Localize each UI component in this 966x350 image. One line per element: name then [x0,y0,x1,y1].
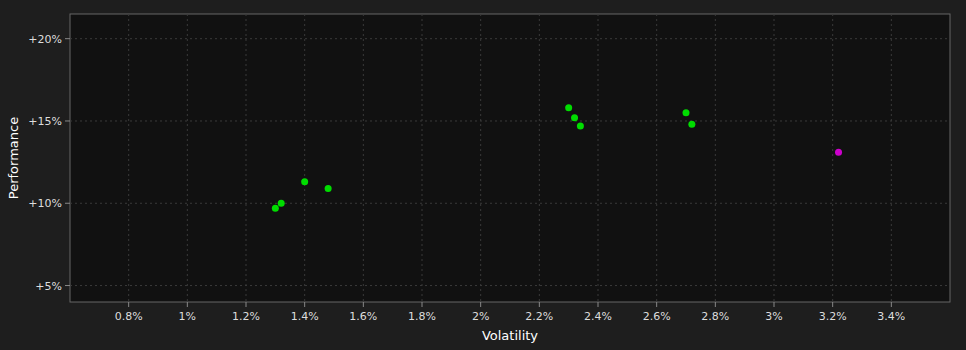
y-tick [65,38,70,39]
x-grid-line [891,14,892,302]
y-grid-line [70,120,950,121]
x-tick [774,302,775,307]
chart: 0.8% 1% 1.2% 1.4% 1.6% 1.8% 2% 2.2% 2.4% 2.6% 2.8%… [0,0,966,350]
x-tick-label: 3% [765,310,782,323]
x-tick-label: 1% [179,310,196,323]
x-tick [539,302,540,307]
background [0,0,966,350]
x-tick-label: 2% [472,310,489,323]
scatter-point [278,200,285,207]
x-grid-line [832,14,833,302]
y-tick-label: +15% [28,115,62,128]
x-tick [187,302,188,307]
x-tick [304,302,305,307]
x-tick [128,302,129,307]
y-grid-line [70,38,950,39]
x-tick-label: 2.4% [584,310,612,323]
x-tick [598,302,599,307]
plot-frame [70,14,950,302]
points [272,104,842,211]
scatter-point [577,122,584,129]
scatter-point [571,114,578,121]
x-grid-line [363,14,364,302]
y-axis-label: Performance [6,117,21,199]
x-axis-label: Volatility [482,328,538,343]
y-tick-label: +10% [28,197,62,210]
x-tick-label: 1.4% [291,310,319,323]
y-grid-line [70,285,950,286]
x-grid-line [304,14,305,302]
x-grid-line [480,14,481,302]
x-tick-label: 0.8% [115,310,143,323]
scatter-point [325,185,332,192]
y-tick [65,285,70,286]
x-tick-label: 2.8% [701,310,729,323]
x-tick-label: 3.2% [819,310,847,323]
x-tick [422,302,423,307]
x-tick [656,302,657,307]
x-tick-label: 2.6% [643,310,671,323]
x-grid-line [128,14,129,302]
chart-container: 0.8% 1% 1.2% 1.4% 1.6% 1.8% 2% 2.2% 2.4% 2.6% 2.8%… [0,0,966,350]
scatter-point [835,149,842,156]
x-grid-line [246,14,247,302]
x-tick [246,302,247,307]
x-tick-label: 3.4% [877,310,905,323]
x-grid-line [598,14,599,302]
y-tick-label: +5% [35,280,62,293]
x-tick-label: 1.6% [349,310,377,323]
grid [70,14,950,302]
series [272,104,696,211]
scatter-point [301,178,308,185]
scatter-point [683,109,690,116]
y-tick [65,203,70,204]
x-tick [832,302,833,307]
x-grid-line [187,14,188,302]
scatter-point [565,104,572,111]
x-tick [480,302,481,307]
scatter-point [688,121,695,128]
x-tick-label: 2.2% [525,310,553,323]
scatter-point [272,205,279,212]
x-tick [715,302,716,307]
x-grid-line [539,14,540,302]
x-grid-line [774,14,775,302]
x-tick [891,302,892,307]
x-grid-line [656,14,657,302]
x-grid-line [715,14,716,302]
x-tick [363,302,364,307]
y-tick [65,120,70,121]
axes: 0.8% 1% 1.2% 1.4% 1.6% 1.8% 2% 2.2% 2.4% 2.6% 2.8%… [28,33,905,323]
series [835,149,842,156]
y-grid-line [70,203,950,204]
x-tick-label: 1.2% [232,310,260,323]
y-tick-label: +20% [28,33,62,46]
x-tick-label: 1.8% [408,310,436,323]
x-grid-line [422,14,423,302]
